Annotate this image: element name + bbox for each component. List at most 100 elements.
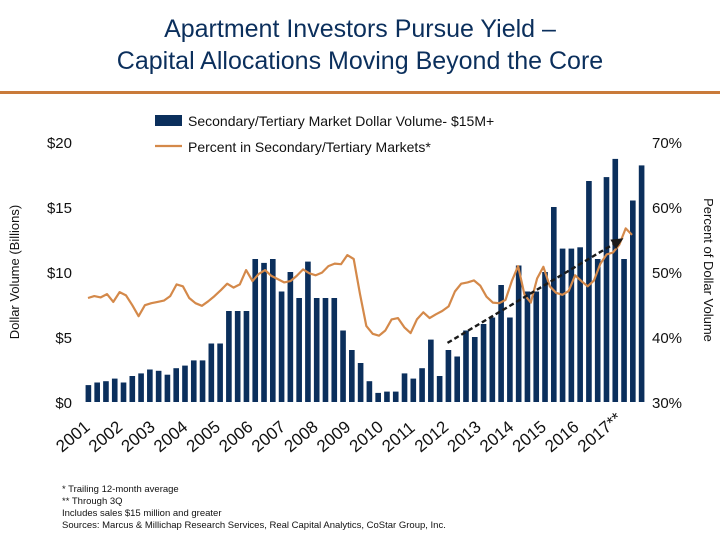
x-tick-label: 2002 xyxy=(85,417,126,456)
right-axis-ticks: 30% 40% 50% 60% 70% xyxy=(652,135,682,412)
bar xyxy=(331,298,338,402)
bar xyxy=(410,378,417,402)
bar xyxy=(208,343,215,402)
legend-label: Secondary/Tertiary Market Dollar Volume-… xyxy=(188,113,494,129)
y-tick-label: $5 xyxy=(55,330,72,347)
bar xyxy=(401,373,408,402)
bar xyxy=(577,247,583,402)
bar xyxy=(287,272,294,402)
bar xyxy=(138,373,144,402)
chart: $0$5$10$15$20 30%40%50%60%70% 2001200220… xyxy=(7,113,716,456)
trend-line xyxy=(446,241,617,344)
bar xyxy=(296,298,302,402)
bar xyxy=(199,360,206,402)
bar xyxy=(182,365,188,402)
x-tick-label: 2007 xyxy=(248,417,289,456)
bar xyxy=(436,376,443,402)
legend-swatch-bar xyxy=(155,115,182,126)
bar xyxy=(507,317,513,402)
bar xyxy=(103,381,109,402)
footnote: Includes sales $15 million and greater xyxy=(62,508,222,519)
footnote: * Trailing 12-month average xyxy=(62,484,179,495)
bar xyxy=(638,165,645,402)
bar xyxy=(129,376,136,402)
bar-series xyxy=(85,158,645,402)
footnote: Sources: Marcus & Millichap Research Ser… xyxy=(62,520,446,531)
bar xyxy=(375,392,381,402)
bar xyxy=(515,265,522,402)
bar xyxy=(357,363,364,402)
bar xyxy=(384,391,390,402)
y2-tick-label: 50% xyxy=(652,265,682,282)
legend-label: Percent in Secondary/Tertiary Markets* xyxy=(188,139,431,155)
bar xyxy=(471,337,478,402)
bar xyxy=(111,378,118,402)
bar xyxy=(489,317,496,402)
bar xyxy=(463,330,469,402)
bar xyxy=(322,298,329,402)
bar xyxy=(278,291,285,402)
y-tick-label: $10 xyxy=(47,265,72,282)
x-tick-label: 2009 xyxy=(313,417,354,456)
bar xyxy=(533,291,540,402)
x-tick-label: 2001 xyxy=(52,417,93,456)
y2-tick-label: 30% xyxy=(652,395,682,412)
bar xyxy=(428,339,434,402)
legend: Secondary/Tertiary Market Dollar Volume-… xyxy=(155,113,494,155)
bar xyxy=(612,158,619,402)
bar xyxy=(366,381,373,402)
bar xyxy=(603,177,610,402)
x-tick-label: 2004 xyxy=(150,417,191,456)
bar xyxy=(524,291,531,402)
bar xyxy=(559,248,566,402)
bar xyxy=(392,391,399,402)
x-tick-label: 2011 xyxy=(378,418,418,456)
x-tick-label: 2014 xyxy=(476,417,517,456)
x-tick-label: 2015 xyxy=(509,417,550,456)
bar xyxy=(313,298,320,402)
title-divider xyxy=(0,91,720,94)
bar xyxy=(226,311,232,402)
footnote: ** Through 3Q xyxy=(62,496,123,507)
x-tick-label: 2012 xyxy=(411,417,452,456)
bar xyxy=(85,385,92,402)
x-tick-label: 2008 xyxy=(281,417,322,456)
bar xyxy=(261,262,267,402)
bar xyxy=(164,374,171,402)
bar xyxy=(349,350,355,402)
y-tick-label: $0 xyxy=(55,395,72,412)
y2-tick-label: 40% xyxy=(652,330,682,347)
bar xyxy=(147,369,153,402)
bar xyxy=(630,200,636,402)
bar xyxy=(621,259,627,402)
x-tick-label: 2016 xyxy=(541,417,582,456)
x-tick-label: 2003 xyxy=(118,417,159,456)
bar xyxy=(217,343,223,402)
chart-title-line-2: Capital Allocations Moving Beyond the Co… xyxy=(116,47,604,75)
x-tick-label: 2010 xyxy=(346,417,387,456)
y-tick-label: $20 xyxy=(47,135,72,152)
bar xyxy=(305,261,311,402)
bar xyxy=(173,368,180,402)
bar xyxy=(340,330,346,402)
bar xyxy=(94,382,100,402)
bar xyxy=(594,259,601,402)
y2-tick-label: 70% xyxy=(652,135,682,152)
bar xyxy=(243,311,250,402)
trend-arrowhead xyxy=(610,238,624,250)
footnotes: * Trailing 12-month average ** Through 3… xyxy=(62,484,446,532)
bar xyxy=(445,350,452,402)
y2-tick-label: 60% xyxy=(652,200,682,217)
y-tick-label: $15 xyxy=(47,200,72,217)
bar xyxy=(568,248,575,402)
line-series-layer xyxy=(87,227,633,337)
bar xyxy=(252,259,259,402)
chart-title-line-1: Apartment Investors Pursue Yield – xyxy=(164,15,556,43)
bar xyxy=(586,181,592,402)
percent-line xyxy=(87,227,633,337)
left-axis-ticks: $0 $5 $10 $15 $20 xyxy=(47,135,72,412)
year-axis-labels: 2001200220032004200520062007200820092010… xyxy=(52,408,625,456)
bar xyxy=(498,285,504,402)
x-tick-label: 2013 xyxy=(444,417,485,456)
bar xyxy=(454,356,461,402)
